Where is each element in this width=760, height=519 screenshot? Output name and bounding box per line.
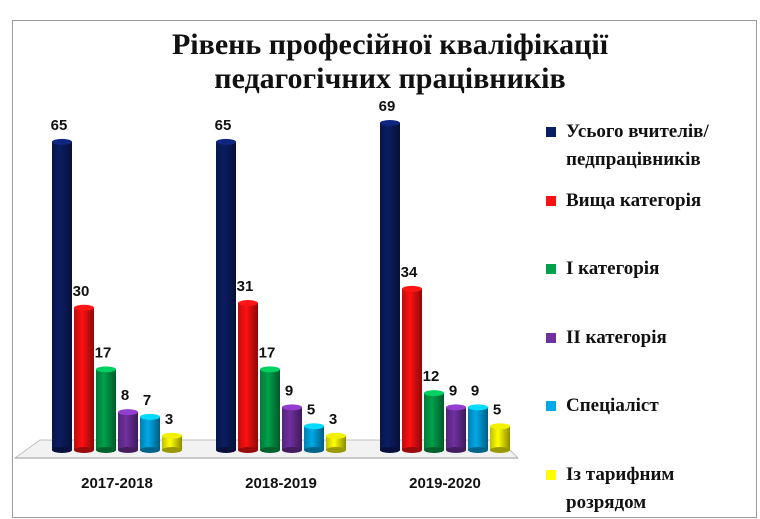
data-label: 9	[285, 382, 293, 399]
legend-swatch	[546, 195, 556, 206]
bar	[260, 366, 280, 453]
legend-item: Вища категорія	[546, 187, 756, 256]
bar	[380, 119, 400, 453]
x-tick-label: 2019-2020	[409, 475, 481, 492]
bar	[468, 404, 488, 453]
bar	[96, 366, 116, 453]
legend-label: ІІ категорія	[566, 326, 667, 348]
data-label: 8	[121, 387, 129, 404]
data-label: 3	[165, 411, 173, 428]
data-label: 9	[449, 382, 457, 399]
legend-item: Спеціаліст	[546, 392, 756, 461]
data-label: 17	[95, 344, 112, 361]
data-label: 3	[329, 411, 337, 428]
data-label: 69	[379, 98, 396, 115]
bar	[74, 304, 94, 453]
chart-title: Рівень професійної кваліфікації педагогі…	[171, 28, 609, 95]
bar	[140, 413, 160, 453]
bar	[238, 300, 258, 453]
bar	[446, 404, 466, 453]
legend-swatch	[546, 469, 556, 480]
bar	[52, 138, 72, 453]
bar	[216, 138, 236, 453]
bar	[282, 404, 302, 453]
data-label: 9	[471, 382, 479, 399]
bar	[490, 423, 510, 453]
legend-item: Із тарифним розрядом	[546, 461, 756, 519]
bar	[326, 432, 346, 453]
data-label: 65	[51, 117, 68, 134]
legend-label: Вища категорія	[566, 189, 702, 211]
data-label: 34	[401, 264, 418, 281]
legend-label: Спеціаліст	[566, 395, 659, 416]
legend-swatch	[546, 264, 556, 274]
legend-item: ІІ категорія	[546, 324, 756, 393]
data-label: 5	[307, 401, 315, 418]
bar	[162, 432, 182, 453]
legend-item: Усього вчителів/ педпрацівників	[546, 118, 756, 187]
data-label: 12	[423, 368, 440, 385]
bar	[402, 285, 422, 453]
data-label: 31	[237, 278, 254, 295]
data-label: 17	[259, 344, 276, 361]
legend-item: І категорія	[546, 255, 756, 324]
x-tick-label: 2017-2018	[81, 475, 153, 492]
legend-swatch	[546, 401, 556, 411]
data-label: 30	[73, 283, 90, 300]
bar	[118, 409, 138, 453]
bar	[304, 423, 324, 453]
x-tick-label: 2018-2019	[245, 475, 317, 492]
data-label: 65	[215, 117, 232, 134]
data-label: 7	[143, 392, 151, 409]
data-label: 5	[493, 401, 501, 418]
legend: Усього вчителів/ педпрацівників Вища кате…	[546, 118, 756, 519]
frame	[12, 20, 757, 518]
legend-swatch	[546, 127, 556, 137]
legend-label: Із тарифним розрядом	[566, 463, 675, 513]
legend-label: І категорія	[566, 258, 660, 279]
legend-swatch	[546, 332, 556, 343]
legend-label: Усього вчителів/ педпрацівників	[566, 121, 709, 170]
bar	[424, 390, 444, 453]
